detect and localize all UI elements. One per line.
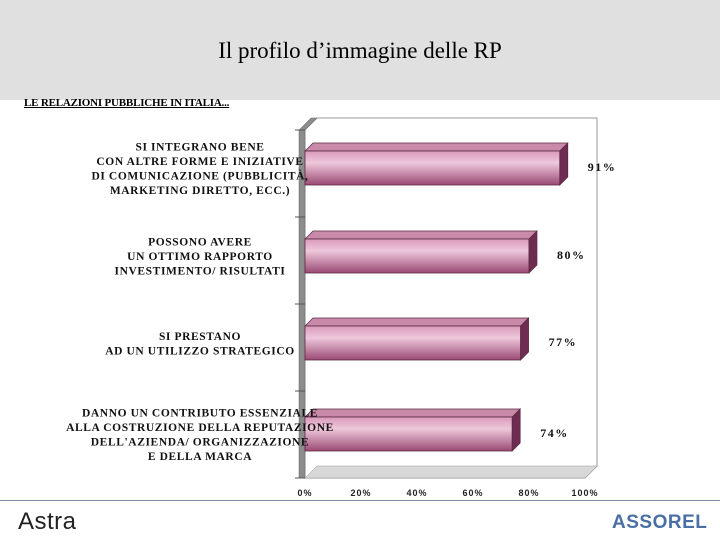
x-tick-label: 60% (462, 488, 483, 498)
bar-top-face (304, 230, 538, 240)
bar (304, 416, 513, 452)
category-label: DANNO UN CONTRIBUTO ESSENZIALE (82, 407, 318, 419)
bar-value-label: 80% (557, 248, 586, 262)
category-label: AD UN UTILIZZO STRATEGICO (105, 345, 295, 357)
x-tick-label: 0% (297, 488, 312, 498)
astra-logo: Astra (18, 508, 77, 535)
x-tick-label: 40% (406, 488, 427, 498)
bar (304, 238, 530, 274)
x-tick-label: 100% (571, 488, 598, 498)
bar-value-label: 91% (588, 160, 617, 174)
category-label: INVESTIMENTO/ RISULTATI (115, 266, 286, 278)
plot-floor (304, 465, 598, 479)
bar-top-face (304, 317, 530, 327)
category-label: UN OTTIMO RAPPORTO (127, 251, 273, 263)
x-tick-label: 20% (350, 488, 371, 498)
header-band (0, 0, 720, 100)
category-label: MARKETING DIRETTO, ECC.) (110, 185, 290, 197)
bar-chart: 0% 20% 40% 60% 80% 100% 91% SI INTEGRANO BENE CO… (66, 117, 617, 498)
footer-bar (0, 500, 720, 541)
bar-value-label: 77% (549, 335, 578, 349)
bar-top-face (304, 142, 569, 152)
bar-top-face (304, 408, 522, 418)
category-label: SI INTEGRANO BENE (135, 141, 264, 153)
x-tick-label: 80% (518, 488, 539, 498)
bar-end-face (559, 142, 569, 186)
category-label: ALLA COSTRUZIONE DELLA REPUTAZIONE (66, 422, 334, 434)
bar-end-face (511, 408, 521, 452)
assorel-logo: ASSOREL (612, 512, 708, 533)
category-label: E DELLA MARCA (148, 451, 252, 463)
bar (304, 325, 522, 361)
category-label: DI COMUNICAZIONE (PUBBLICITÀ, (91, 168, 308, 182)
section-subtitle: LE RELAZIONI PUBBLICHE IN ITALIA... (24, 97, 230, 109)
category-label: POSSONO AVERE (148, 237, 252, 249)
bar-value-label: 74% (540, 426, 569, 440)
category-label: SI PRESTANO (159, 331, 241, 343)
category-label: DELL'AZIENDA/ ORGANIZZAZIONE (91, 436, 309, 448)
bar (304, 150, 561, 186)
page-title: Il profilo d’immagine delle RP (218, 38, 502, 63)
bar-end-face (528, 230, 538, 274)
bar-end-face (520, 317, 529, 361)
chart-plot-area: 0% 20% 40% 60% 80% 100% 91% SI INTEGRANO BENE CO… (66, 117, 617, 498)
category-label: CON ALTRE FORME E INIZIATIVE (96, 156, 303, 168)
